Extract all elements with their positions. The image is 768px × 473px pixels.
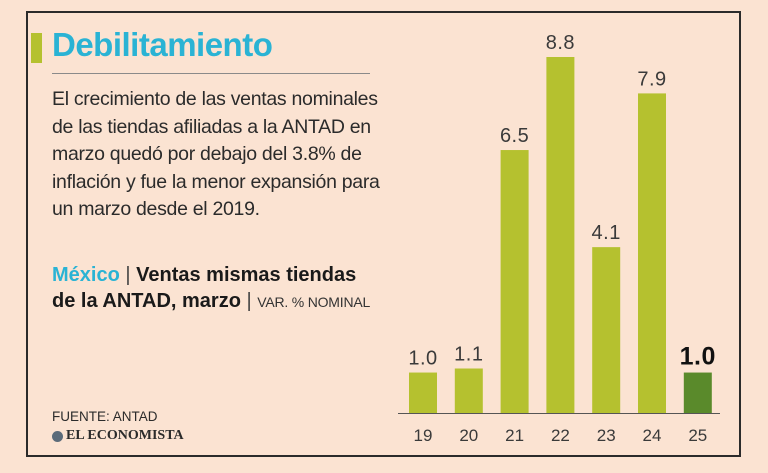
- data-label-24: 7.9: [637, 68, 666, 90]
- data-label-20: 1.1: [454, 344, 483, 366]
- x-tick-label-19: 19: [414, 426, 433, 445]
- page-title: Debilitamiento: [52, 26, 273, 63]
- subtitle-metric: Ventas mismas tiendas de la ANTAD, marzo: [52, 264, 357, 312]
- source-note: FUENTE: ANTAD: [52, 409, 158, 424]
- subtitle-region: México: [52, 264, 120, 286]
- publisher-logo: EL ECONOMISTA: [52, 428, 184, 444]
- x-tick-label-23: 23: [597, 426, 616, 445]
- description-text: El crecimiento de las ventas nominales d…: [52, 88, 380, 220]
- data-label-25: 1.0: [680, 343, 716, 371]
- x-tick-label-22: 22: [551, 426, 570, 445]
- infographic-frame: [26, 11, 741, 457]
- data-label-23: 4.1: [592, 222, 621, 244]
- subtitle-separator-2: |: [240, 290, 258, 312]
- data-label-22: 8.8: [546, 32, 575, 54]
- data-label-21: 6.5: [500, 125, 529, 147]
- x-tick-label-25: 25: [688, 426, 707, 445]
- x-tick-label-24: 24: [643, 426, 662, 445]
- bar-24: [638, 93, 666, 413]
- x-tick-label-21: 21: [505, 426, 524, 445]
- bar-23: [592, 247, 621, 413]
- bar-19: [409, 372, 437, 413]
- logo-mark-icon: [52, 430, 63, 442]
- logo-text: EL ECONOMISTA: [66, 428, 184, 443]
- bar-25: [683, 372, 712, 413]
- subtitle-separator: |: [119, 264, 137, 286]
- bar-20: [454, 368, 483, 413]
- data-label-19: 1.0: [408, 348, 437, 370]
- chart-subtitle: México | Ventas mismas tiendas de la ANT…: [52, 262, 372, 315]
- x-tick-label-20: 20: [459, 426, 478, 445]
- bar-21: [500, 150, 529, 413]
- title-accent-bar: [31, 33, 42, 63]
- title-divider: [52, 73, 370, 74]
- bar-22: [546, 57, 575, 413]
- subtitle-unit: VAR. % NOMINAL: [257, 294, 371, 310]
